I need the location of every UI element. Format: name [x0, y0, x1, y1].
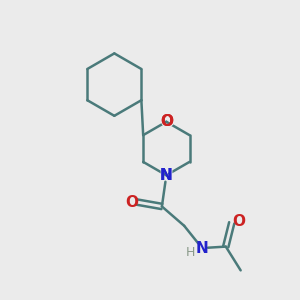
Text: O: O	[160, 114, 173, 129]
Text: O: O	[159, 113, 174, 131]
Text: N: N	[160, 168, 173, 183]
Text: N: N	[160, 168, 173, 183]
Text: N: N	[196, 241, 208, 256]
Text: O: O	[160, 114, 173, 129]
Text: H: H	[186, 246, 195, 259]
Text: O: O	[125, 194, 138, 209]
Text: N: N	[159, 166, 174, 184]
Text: O: O	[233, 214, 246, 229]
